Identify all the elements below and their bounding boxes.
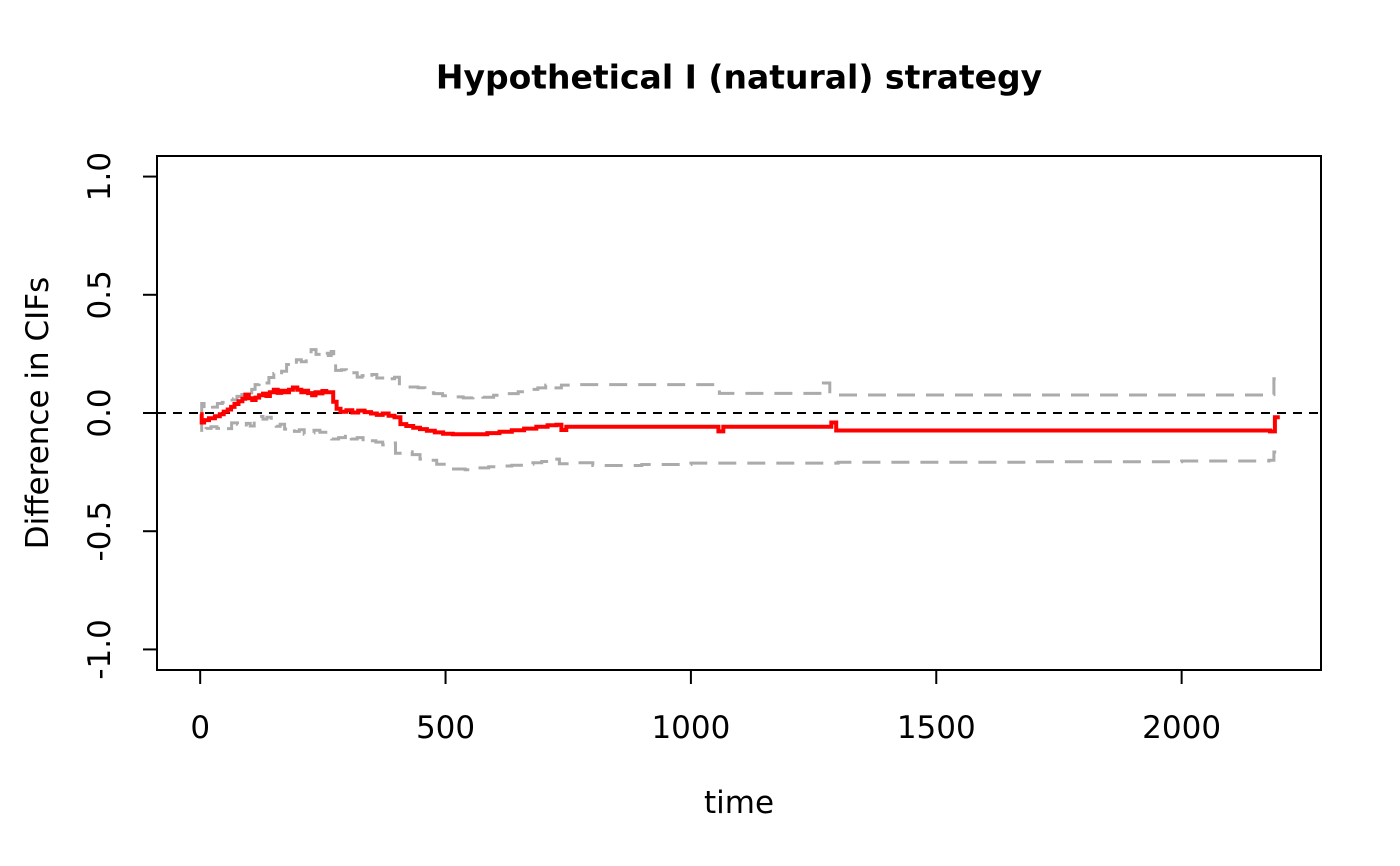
y-tick-label: 0.0 xyxy=(82,388,118,437)
x-tick-label: 1500 xyxy=(897,710,976,746)
lower-confidence-band-line xyxy=(200,413,1280,472)
y-tick-label: 1.0 xyxy=(82,152,118,201)
y-axis-label: Difference in CIFs xyxy=(20,276,56,550)
difference-estimate-line xyxy=(199,385,1280,437)
y-tick-label: -1.0 xyxy=(82,619,118,680)
x-tick-label: 1000 xyxy=(651,710,730,746)
x-axis-label: time xyxy=(703,785,775,821)
upper-confidence-band-line xyxy=(200,348,1280,415)
y-tick-label: 0.5 xyxy=(82,270,118,319)
chart-title: Hypothetical I (natural) strategy xyxy=(435,57,1043,97)
x-tick-label: 0 xyxy=(190,710,210,746)
x-tick-label: 2000 xyxy=(1142,710,1221,746)
x-tick-label: 500 xyxy=(416,710,475,746)
y-tick-label: -0.5 xyxy=(82,501,118,562)
